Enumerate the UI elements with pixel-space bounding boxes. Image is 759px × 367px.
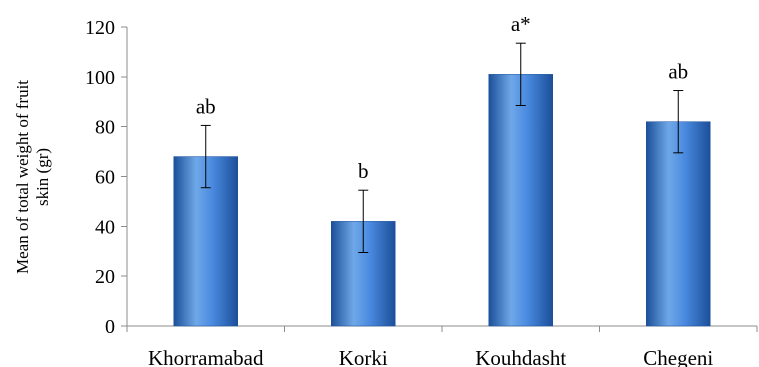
bars-group [173,74,711,327]
category-label: Korki [339,346,388,367]
significance-label: b [358,159,369,183]
error-bars-group [200,42,684,253]
y-tick-label: 20 [95,266,115,288]
y-axis-title-line-2: skin (gr) [33,148,52,206]
y-tick-label: 100 [85,67,115,89]
significance-label: ab [668,60,688,84]
category-label: Khorramabad [148,346,264,367]
x-axis [126,325,758,332]
y-tick-label: 0 [105,316,115,338]
significance-labels-group: ab b a* ab [196,12,688,183]
y-axis-title-line-1: Mean of total weight of fruit [13,80,32,274]
y-tick-label: 60 [95,167,115,189]
category-label: Chegeni [643,346,713,367]
y-tick-label: 40 [95,216,115,238]
y-axis: 0 20 40 60 80 100 120 [85,17,128,338]
y-tick-label: 80 [95,117,115,139]
y-tick-label: 120 [85,17,115,39]
category-label: Kouhdasht [475,346,566,367]
y-axis-title: Mean of total weight of fruit skin (gr) [13,80,52,274]
significance-label: ab [196,94,216,118]
category-labels-group: Khorramabad Korki Kouhdasht Chegeni [148,346,713,367]
bar-chegeni [646,121,711,327]
bar-kouhdasht [488,74,553,327]
significance-label: a* [511,12,531,36]
